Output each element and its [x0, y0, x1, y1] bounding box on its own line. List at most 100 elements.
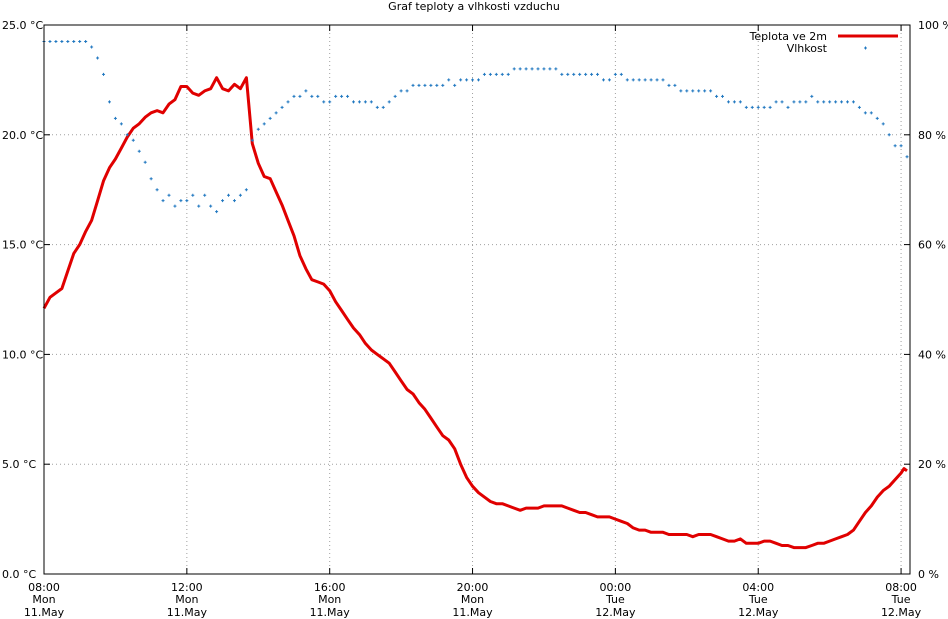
- x-tick-label-date: 12.May: [738, 606, 779, 619]
- x-tick-label-date: 11.May: [167, 606, 208, 619]
- data-point-humidity: [566, 72, 570, 76]
- data-point-humidity: [840, 100, 844, 104]
- data-point-humidity: [905, 155, 909, 159]
- data-point-humidity: [387, 100, 391, 104]
- data-point-humidity: [48, 39, 52, 43]
- data-point-humidity: [899, 144, 903, 148]
- data-point-humidity: [774, 100, 778, 104]
- data-point-humidity: [393, 94, 397, 98]
- data-point-humidity: [685, 89, 689, 93]
- axes: 0.0 °C 5.0 °C 10.0 °C 15.0 °C 20.0 °C 25.0 °C…: [2, 19, 948, 619]
- data-point-humidity: [351, 100, 355, 104]
- data-point-humidity: [262, 122, 266, 126]
- data-point-humidity: [631, 78, 635, 82]
- data-point-humidity: [274, 111, 278, 115]
- data-point-humidity: [268, 116, 272, 120]
- data-point-humidity: [792, 100, 796, 104]
- data-point-humidity: [399, 89, 403, 93]
- data-point-humidity: [512, 67, 516, 71]
- data-point-humidity: [459, 78, 463, 82]
- data-point-humidity: [209, 204, 213, 208]
- data-point-humidity: [625, 78, 629, 82]
- data-point-humidity: [417, 83, 421, 87]
- data-point-humidity: [762, 105, 766, 109]
- y-right-tick-label: 20 %: [918, 458, 946, 471]
- data-point-humidity: [179, 199, 183, 203]
- data-point-humidity: [340, 94, 344, 98]
- x-tick-label-day: Tue: [748, 593, 768, 606]
- data-point-humidity: [221, 199, 225, 203]
- data-point-humidity: [691, 89, 695, 93]
- data-point-humidity: [244, 188, 248, 192]
- x-tick-label-day: Mon: [318, 593, 341, 606]
- data-point-humidity: [280, 105, 284, 109]
- x-tick-label-time: 16:00: [314, 581, 346, 594]
- data-point-humidity: [60, 39, 64, 43]
- x-tick-label-time: 08:00: [28, 581, 60, 594]
- data-point-humidity: [607, 78, 611, 82]
- x-tick-label-date: 11.May: [310, 606, 351, 619]
- data-point-humidity: [584, 72, 588, 76]
- data-point-humidity: [316, 94, 320, 98]
- data-point-humidity: [488, 72, 492, 76]
- data-point-humidity: [215, 210, 219, 214]
- data-point-humidity: [54, 39, 58, 43]
- x-tick-label-time: 08:00: [885, 581, 917, 594]
- data-point-humidity: [851, 100, 855, 104]
- data-point-humidity: [256, 127, 260, 131]
- data-point-humidity: [524, 67, 528, 71]
- data-point-humidity: [619, 72, 623, 76]
- data-point-humidity: [536, 67, 540, 71]
- data-point-humidity: [655, 78, 659, 82]
- series-line-temperature: [42, 76, 908, 550]
- data-point-humidity: [679, 89, 683, 93]
- data-point-humidity: [429, 83, 433, 87]
- data-point-humidity: [542, 67, 546, 71]
- data-point-humidity: [560, 72, 564, 76]
- x-tick-label-time: 12:00: [171, 581, 203, 594]
- data-point-humidity: [863, 111, 867, 115]
- data-point-humidity: [846, 100, 850, 104]
- data-point-humidity: [494, 72, 498, 76]
- data-point-humidity: [423, 83, 427, 87]
- data-point-humidity: [375, 105, 379, 109]
- data-point-humidity: [78, 39, 82, 43]
- data-point-humidity: [548, 67, 552, 71]
- series-area: [42, 39, 909, 550]
- data-point-humidity: [96, 56, 100, 60]
- data-point-humidity: [613, 72, 617, 76]
- data-point-humidity: [102, 72, 106, 76]
- data-point-humidity: [90, 45, 94, 49]
- data-point-humidity: [227, 193, 231, 197]
- data-point-humidity: [447, 78, 451, 82]
- data-point-humidity: [601, 78, 605, 82]
- data-point-humidity: [149, 177, 153, 181]
- plot-border: [43, 24, 911, 575]
- data-point-humidity: [554, 67, 558, 71]
- data-point-humidity: [143, 160, 147, 164]
- data-point-humidity: [328, 100, 332, 104]
- x-tick-label-day: Tue: [891, 593, 911, 606]
- legend-label: Teplota ve 2m: [749, 30, 827, 43]
- data-point-humidity: [369, 100, 373, 104]
- data-point-humidity: [715, 94, 719, 98]
- data-point-humidity: [798, 100, 802, 104]
- data-point-humidity: [869, 111, 873, 115]
- data-point-humidity: [125, 133, 129, 137]
- data-point-humidity: [304, 89, 308, 93]
- data-point-humidity: [857, 105, 861, 109]
- x-tick-label-date: 11.May: [24, 606, 65, 619]
- x-tick-label-date: 12.May: [595, 606, 636, 619]
- data-point-humidity: [768, 105, 772, 109]
- data-point-humidity: [167, 193, 171, 197]
- data-point-humidity: [334, 94, 338, 98]
- data-point-humidity: [810, 94, 814, 98]
- data-point-humidity: [786, 105, 790, 109]
- data-point-humidity: [834, 100, 838, 104]
- data-point-humidity: [119, 122, 123, 126]
- data-point-humidity: [203, 193, 207, 197]
- data-point-humidity: [697, 89, 701, 93]
- data-point-humidity: [238, 193, 242, 197]
